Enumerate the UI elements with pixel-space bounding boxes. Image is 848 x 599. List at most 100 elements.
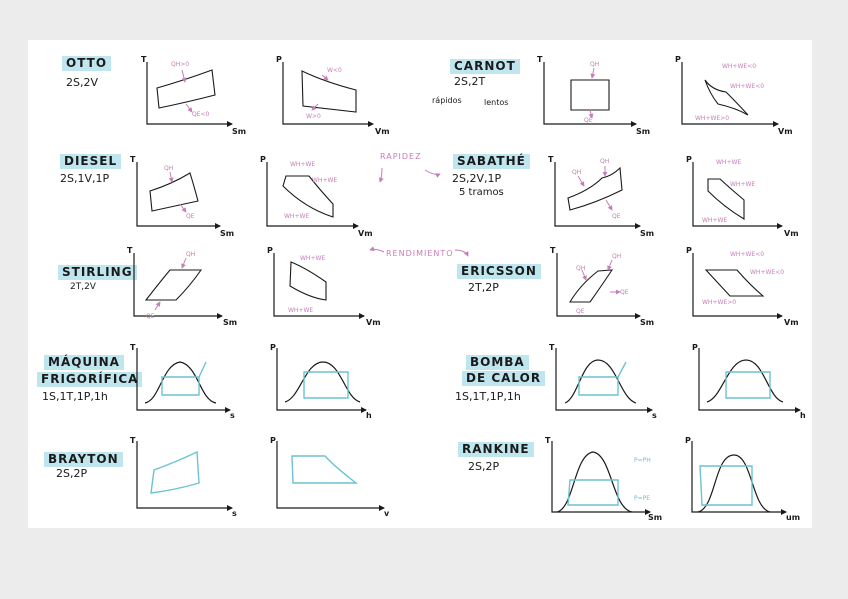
sabathe-ts-axes — [554, 162, 641, 229]
rankine-ts-cycle — [567, 479, 619, 506]
stirling-ts-t: T — [127, 246, 133, 255]
otto-pv-axes — [282, 62, 374, 127]
ericsson-pv-w2-label: WH+WE<0 — [750, 269, 784, 276]
frigo-ph-p: P — [270, 343, 276, 352]
ericsson-pv-w1-label: WH+WE<0 — [730, 251, 764, 258]
ericsson-pv-p: P — [686, 246, 692, 255]
bomba-ts-axes — [555, 348, 653, 413]
brayton-ts-s: s — [232, 509, 237, 518]
ericsson-ts-s: Sm — [640, 318, 654, 327]
brayton-ts-t: T — [130, 436, 136, 445]
frigo-ts-t: T — [130, 343, 136, 352]
otto-pv-p: P — [276, 55, 282, 64]
rankine-pv-cycle — [699, 465, 753, 506]
diesel-qh-label: QH — [164, 165, 173, 172]
frigo-ph-dome — [284, 361, 361, 403]
carnot-qh-arrow — [590, 67, 596, 79]
bomba-title-2: DE CALOR — [462, 371, 546, 386]
ericsson-qe-label: QE — [620, 289, 629, 296]
carnot-pv-v: Vm — [778, 127, 793, 136]
ericsson-title: ERICSSON — [457, 264, 541, 279]
frigo-title-1: MÁQUINA — [44, 355, 124, 370]
brayton-ts-cycle — [150, 450, 200, 494]
sabathe-qh2-label: QH — [600, 158, 609, 165]
sabathe-title: SABATHÉ — [453, 154, 530, 169]
carnot-note-slow: lentos — [484, 98, 509, 107]
stirling-title: STIRLING — [58, 265, 137, 280]
otto-pv-w2-label: W>0 — [306, 113, 321, 120]
frigo-ts-s: s — [230, 411, 235, 420]
rankine-ts-s: Sm — [648, 513, 662, 522]
sabathe-pv-axes — [692, 162, 783, 229]
otto-ts-axes — [146, 62, 233, 127]
rankine-pv-p: P — [685, 436, 691, 445]
sabathe-pv-w3-label: WH+WE — [702, 217, 727, 224]
carnot-qe-label: QE — [584, 117, 593, 124]
bomba-ph-axes — [698, 348, 801, 413]
diesel-qe-label: QE — [186, 213, 195, 220]
rankine-pv-dome — [697, 454, 771, 513]
rapidez-note: RAPIDEZ — [380, 152, 422, 161]
rankine-title: RANKINE — [458, 442, 534, 457]
frigo-ts-compress — [198, 361, 207, 378]
otto-pv-w-arrow — [321, 74, 329, 81]
carnot-ts-cycle — [570, 79, 610, 111]
bomba-ts-s: s — [652, 411, 657, 420]
sabathe-pv-cycle — [707, 178, 745, 220]
sabathe-pv-w1-label: WH+WE — [716, 159, 741, 166]
sabathe-qe-label: QE — [612, 213, 621, 220]
carnot-qh-label: QH — [590, 61, 599, 68]
bomba-ph-dome — [706, 359, 784, 403]
stirling-pv-v: Vm — [366, 318, 381, 327]
stirling-ts-axes — [133, 253, 223, 319]
otto-pv-w-label: W<0 — [327, 67, 342, 74]
axes-group — [133, 62, 801, 515]
carnot-title: CARNOT — [450, 59, 520, 74]
sabathe-qh1-label: QH — [572, 169, 581, 176]
ericsson-qh-label: QH — [612, 253, 621, 260]
otto-ts-t: T — [141, 55, 147, 64]
otto-pv-w2-arrow — [311, 103, 319, 111]
otto-ts-s: Sm — [232, 127, 246, 136]
stirling-qh-arrow — [181, 257, 187, 269]
diesel-pv-axes — [266, 162, 359, 229]
sabathe-pv-w2-label: WH+WE — [730, 181, 755, 188]
diesel-pv-w1-label: WH+WE — [290, 161, 315, 168]
rendimiento-note: RENDIMIENTO — [386, 249, 454, 258]
diesel-pv-w2-label: WH+WE — [312, 177, 337, 184]
ericsson-qh-arrow — [607, 259, 613, 271]
sabathe-ts-t: T — [548, 155, 554, 164]
bomba-ph-p: P — [692, 343, 698, 352]
bomba-title-1: BOMBA — [466, 355, 529, 370]
ericsson-pv-w3-label: WH+WE>0 — [702, 299, 736, 306]
carnot-ts-axes — [543, 62, 637, 127]
ericsson-sub: 2T,2P — [468, 281, 499, 294]
otto-ts-qh-arrow — [181, 69, 187, 83]
carnot-pv-axes — [681, 62, 779, 127]
otto-ts-qe-arrow — [185, 103, 193, 113]
otto-ts-cycle — [156, 69, 216, 109]
diesel-ts-s: Sm — [220, 229, 234, 238]
frigo-ts-axes — [136, 348, 231, 413]
sabathe-ts-s: Sm — [640, 229, 654, 238]
carnot-note-fast: rápidos — [432, 96, 462, 105]
diesel-ts-cycle — [149, 172, 199, 212]
stirling-pv-w1-label: WH+WE — [300, 255, 325, 262]
rankine-pv-axes — [691, 441, 787, 515]
diesel-pv-cycle — [282, 175, 334, 218]
ericsson-ts-axes — [556, 253, 641, 319]
stirling-ts-cycle — [144, 269, 203, 301]
brayton-pv-v: v — [384, 509, 390, 518]
rapidez-arrow-right — [424, 169, 441, 178]
rankine-ts-t: T — [545, 436, 551, 445]
frigo-ph-axes — [276, 348, 367, 413]
carnot-pv-wlt-label: WH+WE<0 — [722, 63, 756, 70]
ericsson-qh2-arrow — [581, 269, 587, 281]
bomba-sub: 1S,1T,1P,1h — [455, 390, 521, 403]
carnot-ts-t: T — [537, 55, 543, 64]
stirling-sub: 2T,2V — [70, 282, 96, 292]
bomba-ts-compress — [617, 361, 627, 378]
otto-ts-qe-label: QE<0 — [192, 111, 210, 118]
ericsson-pv-axes — [692, 253, 783, 319]
sabathe-qe-arrow — [605, 199, 613, 211]
